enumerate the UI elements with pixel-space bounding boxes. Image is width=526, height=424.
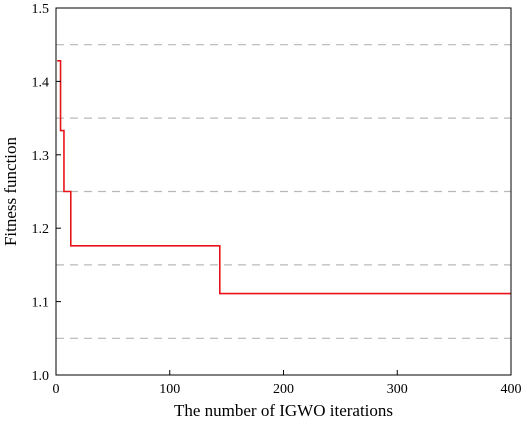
- y-tick-label: 1.1: [32, 296, 50, 311]
- y-tick-label: 1.4: [32, 75, 50, 90]
- x-tick-label: 0: [53, 382, 60, 397]
- y-axis-title: Fitness function: [1, 136, 20, 246]
- x-tick-label: 100: [159, 382, 180, 397]
- x-tick-label: 400: [501, 382, 522, 397]
- grid-lines: [56, 44, 511, 339]
- axis-ticks: 0 100 200 300 400 1.0 1.1 1.2 1.3 1.4 1.5: [32, 2, 522, 397]
- y-tick-label: 1.5: [32, 2, 50, 17]
- x-axis-title: The number of IGWO iterations: [174, 401, 393, 420]
- x-tick-label: 300: [387, 382, 408, 397]
- y-tick-label: 1.3: [32, 149, 50, 164]
- y-tick-label: 1.0: [32, 369, 50, 384]
- y-tick-label: 1.2: [32, 222, 50, 237]
- fitness-curve: [57, 60, 511, 295]
- x-tick-label: 200: [273, 382, 294, 397]
